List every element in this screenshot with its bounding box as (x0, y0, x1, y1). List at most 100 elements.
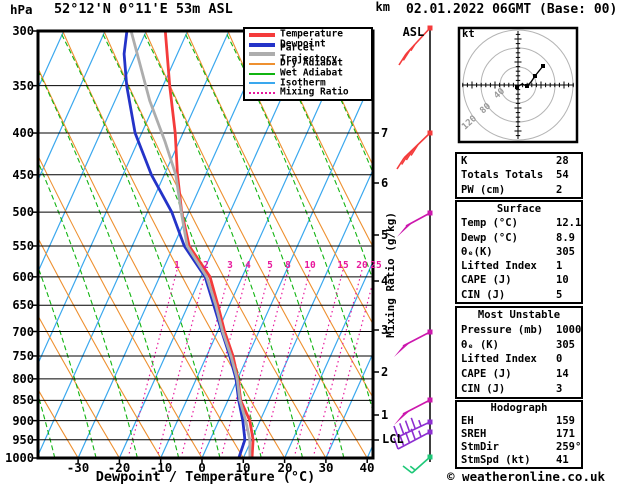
isotherm (77, 31, 271, 458)
row-value: 5 (556, 288, 563, 301)
row-label: StmSpd (kt) (461, 454, 531, 466)
legend-swatch (249, 42, 275, 47)
row-label: EH (461, 415, 474, 427)
row-value: 12.1 (556, 217, 582, 230)
wind-barb (394, 329, 433, 357)
legend-label: Mixing Ratio (280, 86, 349, 98)
isotherm (38, 31, 106, 182)
table-row: θₑ (K) 305 (457, 338, 581, 353)
table-row: StmDir 259° (457, 441, 581, 454)
row-label: CIN (J) (461, 383, 506, 396)
dry-adiabat (38, 314, 120, 458)
row-value: 41 (556, 454, 569, 466)
table-row: Dewp (°C) 8.9 (457, 231, 581, 245)
indices-box-title: Hodograph (490, 402, 548, 414)
temp-tick-label: 0 (198, 460, 206, 475)
dry-adiabat (185, 31, 373, 399)
row-value: 28 (556, 155, 569, 167)
mixing-ratio-value: 2 (203, 260, 209, 271)
station-title: 52°12'N 0°11'E 53m ASL (54, 1, 233, 17)
pressure-tick-label: 900 (12, 414, 34, 428)
row-value: 259° (556, 441, 582, 453)
wet-adiabat (59, 31, 221, 458)
row-label: Lifted Index (461, 260, 537, 273)
row-value: 54 (556, 169, 569, 182)
pressure-tick-label: 450 (12, 168, 34, 182)
wind-barb (397, 210, 433, 237)
mixing-ratio-value: 10 (304, 260, 316, 271)
mixing-ratio-value: 15 (337, 260, 349, 271)
row-value: 14 (556, 368, 569, 381)
isotherm (201, 76, 373, 458)
pressure-tick-label: 350 (12, 79, 34, 93)
wet-adiabat (38, 69, 180, 458)
mixing-ratio-axis-label: Mixing Ratio (g/kg) (384, 212, 397, 338)
mixing-ratio-value: 8 (285, 260, 291, 271)
row-label: PW (cm) (461, 183, 506, 196)
isotherm (118, 31, 313, 458)
row-label: Lifted Index (461, 353, 537, 366)
series-temperature (163, 31, 255, 458)
legend-label: Temperature (280, 28, 343, 40)
indices-box: Most Unstable Pressure (mb) 1000 θₑ (K) 305 L… (455, 306, 583, 399)
dry-adiabat (38, 154, 203, 458)
pressure-tick-label: 500 (12, 205, 34, 219)
temp-tick-label: -10 (149, 460, 173, 475)
row-value: 2 (556, 183, 563, 196)
row-value: 159 (556, 415, 575, 427)
dry-adiabat (38, 388, 79, 458)
isotherm (325, 351, 373, 458)
pressure-tick-label: 1000 (5, 451, 34, 465)
mixing-ratio-line (312, 269, 363, 458)
row-value: 1 (556, 260, 563, 273)
wet-adiabat (183, 31, 345, 458)
table-row: Temp (°C) 12.1 (457, 216, 581, 230)
legend-item: Wet Adiabat (249, 67, 371, 79)
row-label: θₑ(K) (461, 245, 493, 258)
legend-label: Isotherm (280, 77, 326, 89)
wet-adiabat (38, 265, 97, 458)
plot-frame (36, 29, 375, 460)
row-value: 171 (556, 428, 575, 440)
wind-barb (394, 397, 433, 425)
legend: Temperature Dewpoint Parcel Trajectory Dry … (243, 27, 373, 101)
legend-label: Dewpoint (280, 38, 326, 50)
isotherm (160, 31, 354, 458)
isotherm (38, 31, 189, 366)
series-parcel-trajectory (129, 31, 252, 458)
wind-barb (398, 25, 433, 66)
indices-box-title: Surface (496, 203, 542, 215)
row-label: CIN (J) (461, 288, 506, 301)
mixing-ratio-line (198, 269, 249, 458)
pressure-tick-label: 650 (12, 298, 34, 312)
wind-barb (393, 428, 433, 450)
wind-barb (402, 454, 433, 474)
indices-box-title: Most Unstable (477, 309, 561, 321)
mixing-ratio-value: 5 (267, 260, 273, 271)
table-row: CAPE (J) 10 (457, 273, 581, 287)
legend-label: Parcel Trajectory (280, 42, 338, 65)
indices-box: Surface Temp (°C) 12.1 Dewp (°C) 8.9 θₑ(K) 305… (455, 200, 583, 304)
altitude-axis-unit: km ASL (375, 0, 425, 40)
row-value: 1000 (556, 323, 582, 336)
wind-barb (393, 417, 433, 438)
legend-swatch (249, 91, 275, 94)
row-label: Totals Totals (461, 169, 544, 182)
mixing-ratio-line (220, 269, 271, 458)
legend-swatch (249, 32, 275, 37)
mixing-ratio-value: 4 (245, 260, 251, 271)
legend-swatch (249, 72, 275, 75)
table-row: EH 159 (457, 415, 581, 428)
table-row: θₑ(K) 305 (457, 245, 581, 259)
row-value: 305 (556, 338, 575, 351)
table-row: CAPE (J) 14 (457, 367, 581, 382)
mixing-ratio-value: 25 (370, 260, 382, 271)
table-row: Pressure (mb) 1000 (457, 323, 581, 338)
legend-label: Wet Adiabat (280, 67, 343, 79)
pressure-tick-label: 400 (12, 126, 34, 140)
temp-tick-label: -20 (107, 460, 131, 475)
wet-adiabat (100, 31, 262, 458)
temp-tick-label: 20 (277, 460, 293, 475)
row-label: θₑ (K) (461, 338, 499, 351)
isotherm (284, 260, 373, 458)
